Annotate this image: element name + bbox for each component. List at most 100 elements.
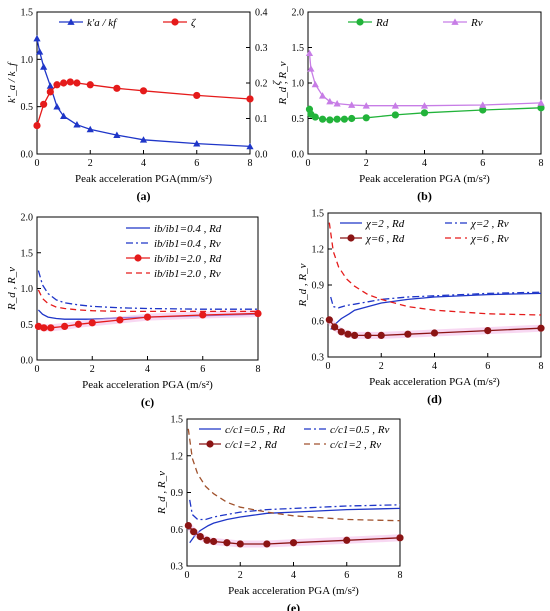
legend-label: χ=6 , Rv: [470, 233, 509, 245]
legend-entry: χ=2 , Rd: [340, 218, 405, 230]
x-tick-label: 8: [398, 570, 403, 581]
x-tick-label: 0: [35, 364, 40, 375]
data-point: [139, 136, 148, 143]
x-tick-label: 4: [145, 364, 150, 375]
legend-entry: Rv: [443, 17, 483, 29]
x-tick-label: 8: [248, 158, 253, 169]
data-point: [326, 116, 334, 124]
data-point: [190, 528, 198, 536]
data-point: [199, 311, 207, 319]
data-point: [203, 536, 211, 544]
legend-entry: ib/ib1=2.0 , Rv: [126, 268, 221, 280]
series-1: [33, 34, 254, 150]
series-2: [305, 49, 545, 109]
y-axis-label: R_d , R_v: [277, 61, 289, 105]
data-point: [318, 92, 327, 99]
data-point: [40, 63, 48, 70]
y-tick-label: 1.5: [21, 248, 34, 259]
legend-entry: c/c1=0.5 , Rd: [199, 424, 285, 436]
legend-label: ib/ib1=0.4 , Rv: [154, 238, 221, 250]
legend-entry: ib/ib1=0.4 , Rv: [126, 238, 221, 250]
x-axis-label: Peak acceleration PGA (m/s²): [228, 585, 359, 597]
y-tick-label: 0.5: [292, 114, 305, 125]
legend-entry: k'a / kf: [59, 17, 118, 29]
legend-entry: ζ: [163, 17, 197, 29]
y-tick-label: 1.0: [21, 284, 34, 295]
data-point: [36, 48, 44, 55]
legend-label: ζ: [191, 17, 197, 29]
legend-label: k'a / kf: [87, 17, 118, 29]
data-point: [143, 313, 152, 321]
series-2: [189, 499, 401, 521]
y-tick-label: 0.0: [21, 150, 34, 161]
y-tick-label: 0.6: [312, 317, 325, 328]
data-point: [396, 534, 404, 542]
x-tick-label: 8: [256, 364, 261, 375]
legend-entry: c/c1=2 , Rv: [304, 439, 381, 451]
panel-label: (a): [137, 189, 151, 203]
chart-panel-5: 0 2 4 6 8 0.3 0.6 0.9 1.2 1.5 Peak acceleration PG…: [156, 415, 404, 611]
x-axis-label: Peak acceleration PGA (m/s²): [359, 173, 490, 185]
legend-label: c/c1=2 , Rd: [225, 439, 277, 451]
series-line: [187, 428, 401, 522]
data-point: [391, 102, 399, 109]
legend-marker: [134, 254, 142, 262]
legend-entry: χ=6 , Rd: [340, 233, 405, 245]
series-2: [330, 291, 542, 309]
series-3: [34, 309, 262, 332]
data-point: [86, 125, 94, 133]
data-point: [263, 540, 271, 548]
x-tick-label: 6: [480, 158, 485, 169]
x-tick-label: 2: [364, 158, 369, 169]
series-line: [37, 289, 258, 313]
y-tick-label: 1.0: [292, 79, 305, 90]
data-point: [223, 539, 231, 547]
x-axis-label: Peak acceleration PGA(mm/s²): [75, 173, 212, 185]
data-point: [404, 330, 412, 338]
series-2: [37, 270, 258, 310]
data-point: [377, 331, 385, 339]
series-3: [325, 316, 545, 339]
x-tick-label: 6: [194, 158, 199, 169]
y-tick-label: 1.2: [312, 245, 325, 256]
panel-label: (b): [417, 189, 432, 203]
legend-label: χ=2 , Rd: [365, 218, 405, 230]
legend-label: ib/ib1=0.4 , Rd: [154, 223, 222, 235]
legend-marker: [171, 18, 179, 26]
data-point: [305, 49, 314, 57]
chart-panel-2: 0 2 4 6 8 0.0 0.5 1.0 1.5 2.0 Peak acceleration PG…: [277, 8, 545, 203]
legend-label: χ=6 , Rd: [365, 233, 405, 245]
data-point: [364, 331, 372, 339]
y2-tick-label: 0.3: [255, 43, 268, 54]
panel-label: (e): [287, 601, 300, 611]
legend-entry: c/c1=2 , Rd: [199, 439, 277, 451]
data-point: [47, 324, 55, 332]
legend-entry: χ=6 , Rv: [445, 233, 509, 245]
legend-entry: Rd: [348, 17, 389, 29]
series-line: [330, 291, 542, 309]
y2-tick-label: 0.2: [255, 79, 268, 90]
data-point: [311, 80, 319, 88]
y-axis-label: R_d , R_v: [156, 471, 168, 515]
y-tick-label: 0.3: [171, 562, 184, 573]
panel-label: (c): [141, 395, 154, 409]
data-point: [311, 113, 319, 121]
legend-marker: [451, 18, 459, 25]
series-4: [37, 289, 258, 313]
plot-frame: [36, 216, 259, 361]
data-point: [74, 320, 83, 328]
data-point: [139, 87, 148, 95]
data-point: [362, 102, 370, 109]
legend-label: χ=2 , Rv: [470, 218, 509, 230]
x-tick-label: 4: [422, 158, 427, 169]
data-point: [343, 536, 351, 544]
x-tick-label: 6: [485, 361, 490, 372]
data-point: [113, 84, 121, 92]
legend-label: ib/ib1=2.0 , Rv: [154, 268, 221, 280]
data-point: [53, 81, 61, 89]
y-axis-label: R_d , R_v: [297, 263, 309, 307]
x-tick-label: 0: [185, 570, 190, 581]
data-point: [40, 324, 48, 332]
y2-tick-label: 0.4: [255, 8, 268, 19]
